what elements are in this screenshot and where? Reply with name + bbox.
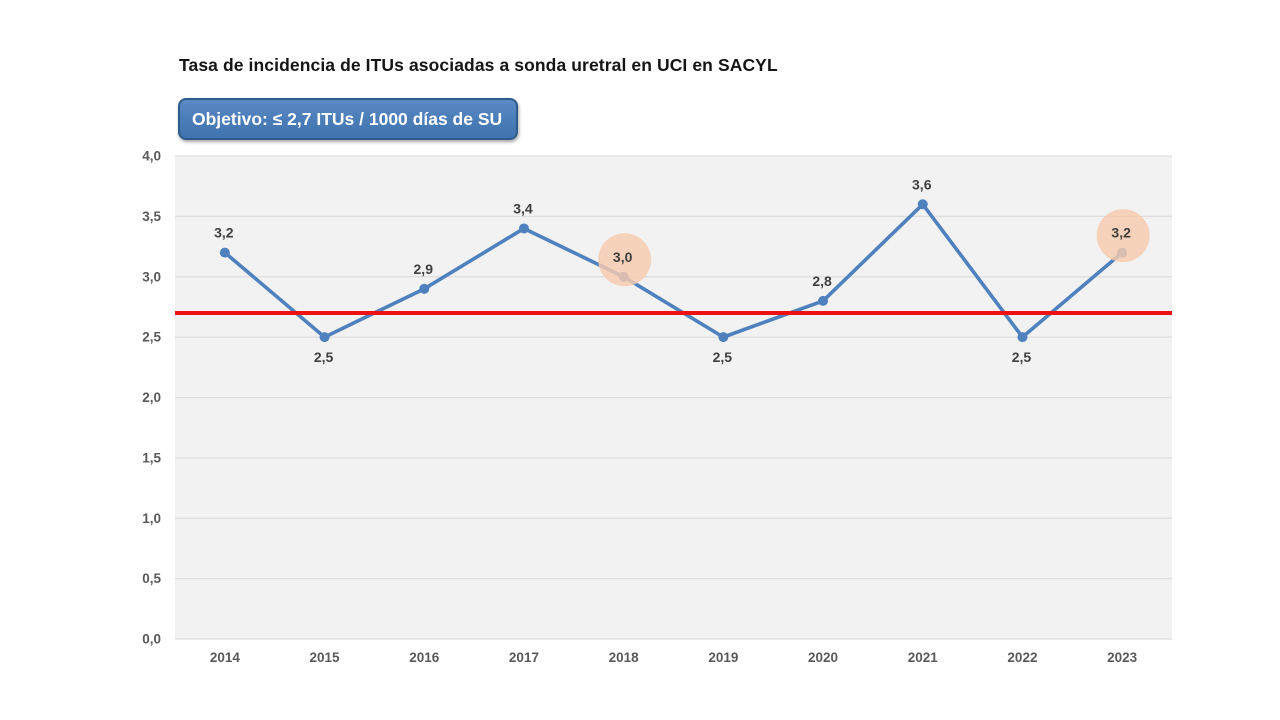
highlight-circle — [1096, 209, 1150, 263]
data-point-label: 2,5 — [1012, 349, 1032, 365]
y-tick-label: 0,5 — [142, 571, 161, 586]
x-tick-label: 2018 — [609, 650, 640, 665]
data-point — [718, 332, 729, 343]
data-point — [319, 332, 330, 343]
data-point-label: 3,2 — [214, 225, 234, 241]
data-point-label: 2,9 — [414, 261, 434, 277]
data-point — [1017, 332, 1028, 343]
data-point — [818, 295, 829, 306]
objective-badge: Objetivo: ≤ 2,7 ITUs / 1000 días de SU — [178, 98, 519, 140]
y-tick-label: 0,0 — [142, 632, 161, 647]
x-tick-label: 2017 — [509, 650, 539, 665]
x-tick-label: 2020 — [808, 650, 838, 665]
data-point-label: 3,0 — [613, 249, 633, 265]
x-tick-label: 2014 — [210, 650, 241, 665]
highlight-circle — [598, 233, 652, 287]
chart-title: Tasa de incidencia de ITUs asociadas a s… — [179, 55, 778, 75]
x-tick-label: 2021 — [908, 650, 939, 665]
data-point-label: 3,2 — [1111, 225, 1131, 241]
y-tick-label: 3,5 — [142, 209, 161, 224]
data-point — [917, 199, 928, 210]
x-tick-label: 2015 — [310, 650, 341, 665]
data-point — [518, 223, 529, 234]
data-point-label: 2,5 — [713, 349, 733, 365]
y-tick-label: 2,5 — [142, 330, 161, 345]
data-point-label: 3,4 — [513, 200, 533, 216]
y-tick-label: 4,0 — [142, 149, 161, 164]
data-point — [419, 283, 430, 294]
objective-label: Objetivo: ≤ 2,7 ITUs / 1000 días de SU — [192, 109, 503, 129]
x-tick-label: 2016 — [409, 650, 440, 665]
x-tick-label: 2019 — [708, 650, 738, 665]
y-tick-label: 1,0 — [142, 511, 161, 526]
data-point — [219, 247, 230, 258]
y-tick-label: 3,0 — [142, 269, 161, 284]
x-tick-label: 2022 — [1007, 650, 1037, 665]
y-tick-label: 2,0 — [142, 390, 161, 405]
y-tick-label: 1,5 — [142, 450, 161, 465]
x-tick-label: 2023 — [1107, 650, 1138, 665]
data-point-label: 2,8 — [812, 273, 832, 289]
data-point-label: 3,6 — [912, 176, 932, 192]
data-point-label: 2,5 — [314, 349, 334, 365]
